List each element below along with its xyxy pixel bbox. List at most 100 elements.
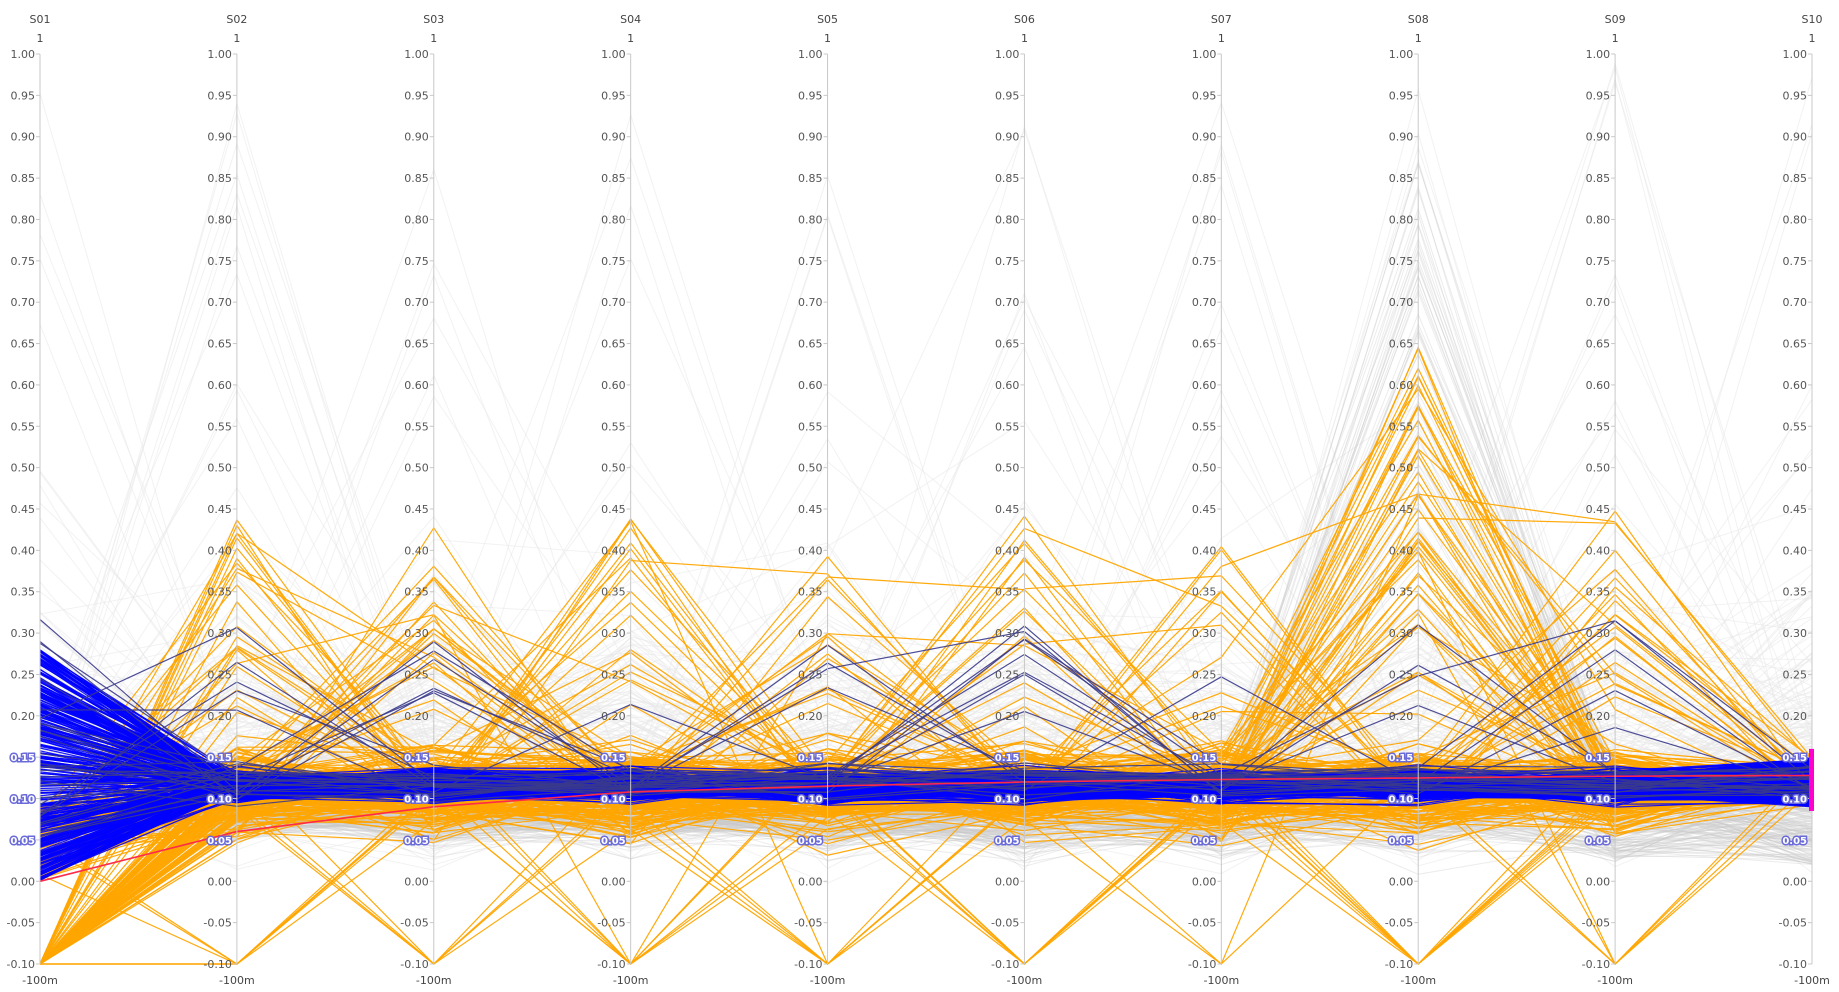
dense-context-line (39, 789, 1813, 875)
tick-label: 0.90 (798, 131, 823, 144)
tick-label: 0.95 (601, 89, 626, 102)
axis-title: S06 (1014, 13, 1035, 26)
tick-label: 0.00 (1192, 875, 1217, 888)
tick-label: 0.75 (1389, 255, 1414, 268)
axis-max-label: 1 (233, 32, 240, 45)
axis-s03[interactable]: S03 1 -100m 1.00 0.95 0.90 0.85 0.80 0.75 0.70 0.6… (400, 13, 451, 987)
tick-label: 0.05 (995, 836, 1020, 847)
tick-label: 0.65 (1192, 338, 1217, 351)
brush-selection[interactable] (1809, 748, 1814, 811)
tick-label: 0.05 (1389, 836, 1414, 847)
tick-label: 0.60 (1586, 379, 1611, 392)
tick-label: -0.10 (1385, 958, 1413, 971)
tick-label: 0.75 (601, 255, 626, 268)
filtered-line (39, 762, 1813, 965)
axis-s10[interactable]: S10 1 -100m 1.00 0.95 0.90 0.85 0.80 0.75 0.70 0.6… (1779, 13, 1830, 987)
tick-label: 0.30 (11, 627, 36, 640)
tick-label: 0.05 (1585, 836, 1610, 847)
context-line (39, 556, 1813, 849)
tick-label: -0.10 (400, 958, 428, 971)
axis-s05[interactable]: S05 1 -100m 1.00 0.95 0.90 0.85 0.80 0.75 0.70 0.6… (794, 13, 845, 987)
selected-dark-line (39, 644, 1813, 806)
axis-s01[interactable]: S01 1 -100m 1.00 0.95 0.90 0.85 0.80 0.75 0.70 0.6… (7, 13, 58, 987)
tick-label: 0.55 (1389, 420, 1414, 433)
tick-label: 0.05 (601, 836, 626, 847)
tick-label: 1.00 (995, 48, 1020, 61)
tick-label: 0.90 (1586, 131, 1611, 144)
axis-min-label: -100m (1794, 974, 1830, 987)
tick-label: 0.05 (1782, 836, 1807, 847)
selected-dark-line (39, 690, 1813, 817)
brush-rect[interactable] (1809, 748, 1814, 811)
axes: S01 1 -100m 1.00 0.95 0.90 0.85 0.80 0.75 0.70 0.6… (7, 13, 1830, 987)
tick-label: 0.95 (1389, 89, 1414, 102)
context-line (39, 579, 1813, 862)
tick-label: 0.85 (1586, 172, 1611, 185)
tick-label: 0.85 (11, 172, 36, 185)
tick-label: -0.10 (1582, 958, 1610, 971)
selected-dark-line (39, 664, 1813, 793)
tick-label: 0.35 (995, 586, 1020, 599)
axis-title: S01 (30, 13, 51, 26)
axis-s07[interactable]: S07 1 -100m 1.00 0.95 0.90 0.85 0.80 0.75 0.70 0.6… (1188, 13, 1239, 987)
context-line (39, 656, 1813, 851)
tick-label: 0.00 (11, 875, 36, 888)
tick-label: 0.65 (404, 338, 429, 351)
tick-label: 0.20 (601, 710, 626, 723)
dense-context-line (39, 326, 1813, 863)
dense-context-line (39, 798, 1813, 865)
tick-label: 0.40 (404, 544, 429, 557)
tick-label: 0.25 (1783, 668, 1808, 681)
tick-label: 0.15 (601, 753, 626, 764)
tick-label: 0.85 (995, 172, 1020, 185)
tick-label: 0.95 (995, 89, 1020, 102)
axis-s04[interactable]: S04 1 -100m 1.00 0.95 0.90 0.85 0.80 0.75 0.70 0.6… (597, 13, 648, 987)
axis-min-label: -100m (810, 974, 846, 987)
tick-label: 1.00 (798, 48, 823, 61)
axis-max-label: 1 (37, 32, 44, 45)
axis-s09[interactable]: S09 1 -100m 1.00 0.95 0.90 0.85 0.80 0.75 0.70 0.6… (1582, 13, 1633, 987)
reference-line (39, 774, 1813, 883)
tick-label: 0.50 (11, 462, 36, 475)
tick-label: 0.65 (1586, 338, 1611, 351)
axis-s02[interactable]: S02 1 -100m 1.00 0.95 0.90 0.85 0.80 0.75 0.70 0.6… (203, 13, 254, 987)
tick-label: 0.40 (1586, 544, 1611, 557)
tick-label: 0.70 (207, 296, 232, 309)
tick-label: 0.80 (404, 213, 429, 226)
tick-label: 0.25 (798, 668, 823, 681)
filtered-line (39, 576, 1813, 965)
tick-label: 0.55 (207, 420, 232, 433)
tick-label: 0.75 (1586, 255, 1611, 268)
tick-label: 0.50 (1389, 462, 1414, 475)
tick-label: 0.05 (798, 836, 823, 847)
tick-label: -0.05 (1582, 917, 1610, 930)
tick-label: -0.10 (1188, 958, 1216, 971)
tick-label: 0.10 (1389, 795, 1414, 806)
tick-label: 1.00 (11, 48, 36, 61)
reference-line-path (39, 774, 1813, 883)
tick-label: 0.30 (798, 627, 823, 640)
tick-label: 0.80 (601, 213, 626, 226)
axis-s06[interactable]: S06 1 -100m 1.00 0.95 0.90 0.85 0.80 0.75 0.70 0.6… (991, 13, 1042, 987)
axis-max-label: 1 (627, 32, 634, 45)
axis-title: S03 (423, 13, 444, 26)
tick-label: 0.30 (601, 627, 626, 640)
context-line (39, 143, 1813, 862)
tick-label: 0.80 (798, 213, 823, 226)
tick-label: 0.90 (995, 131, 1020, 144)
tick-label: 0.70 (798, 296, 823, 309)
axis-s08[interactable]: S08 1 -100m 1.00 0.95 0.90 0.85 0.80 0.75 0.70 0.6… (1385, 13, 1436, 987)
tick-label: 0.10 (1585, 795, 1610, 806)
axis-min-label: -100m (1203, 974, 1239, 987)
selected-dark-line (39, 619, 1813, 795)
tick-label: 0.00 (1586, 875, 1611, 888)
axis-title: S02 (226, 13, 247, 26)
tick-label: -0.10 (1779, 958, 1807, 971)
tick-label: 0.10 (798, 795, 823, 806)
tick-label: 0.80 (1783, 213, 1808, 226)
tick-label: -0.10 (7, 958, 35, 971)
axis-min-label: -100m (613, 974, 649, 987)
tick-label: 0.30 (1389, 627, 1414, 640)
tick-label: 0.90 (404, 131, 429, 144)
tick-label: 0.70 (1586, 296, 1611, 309)
